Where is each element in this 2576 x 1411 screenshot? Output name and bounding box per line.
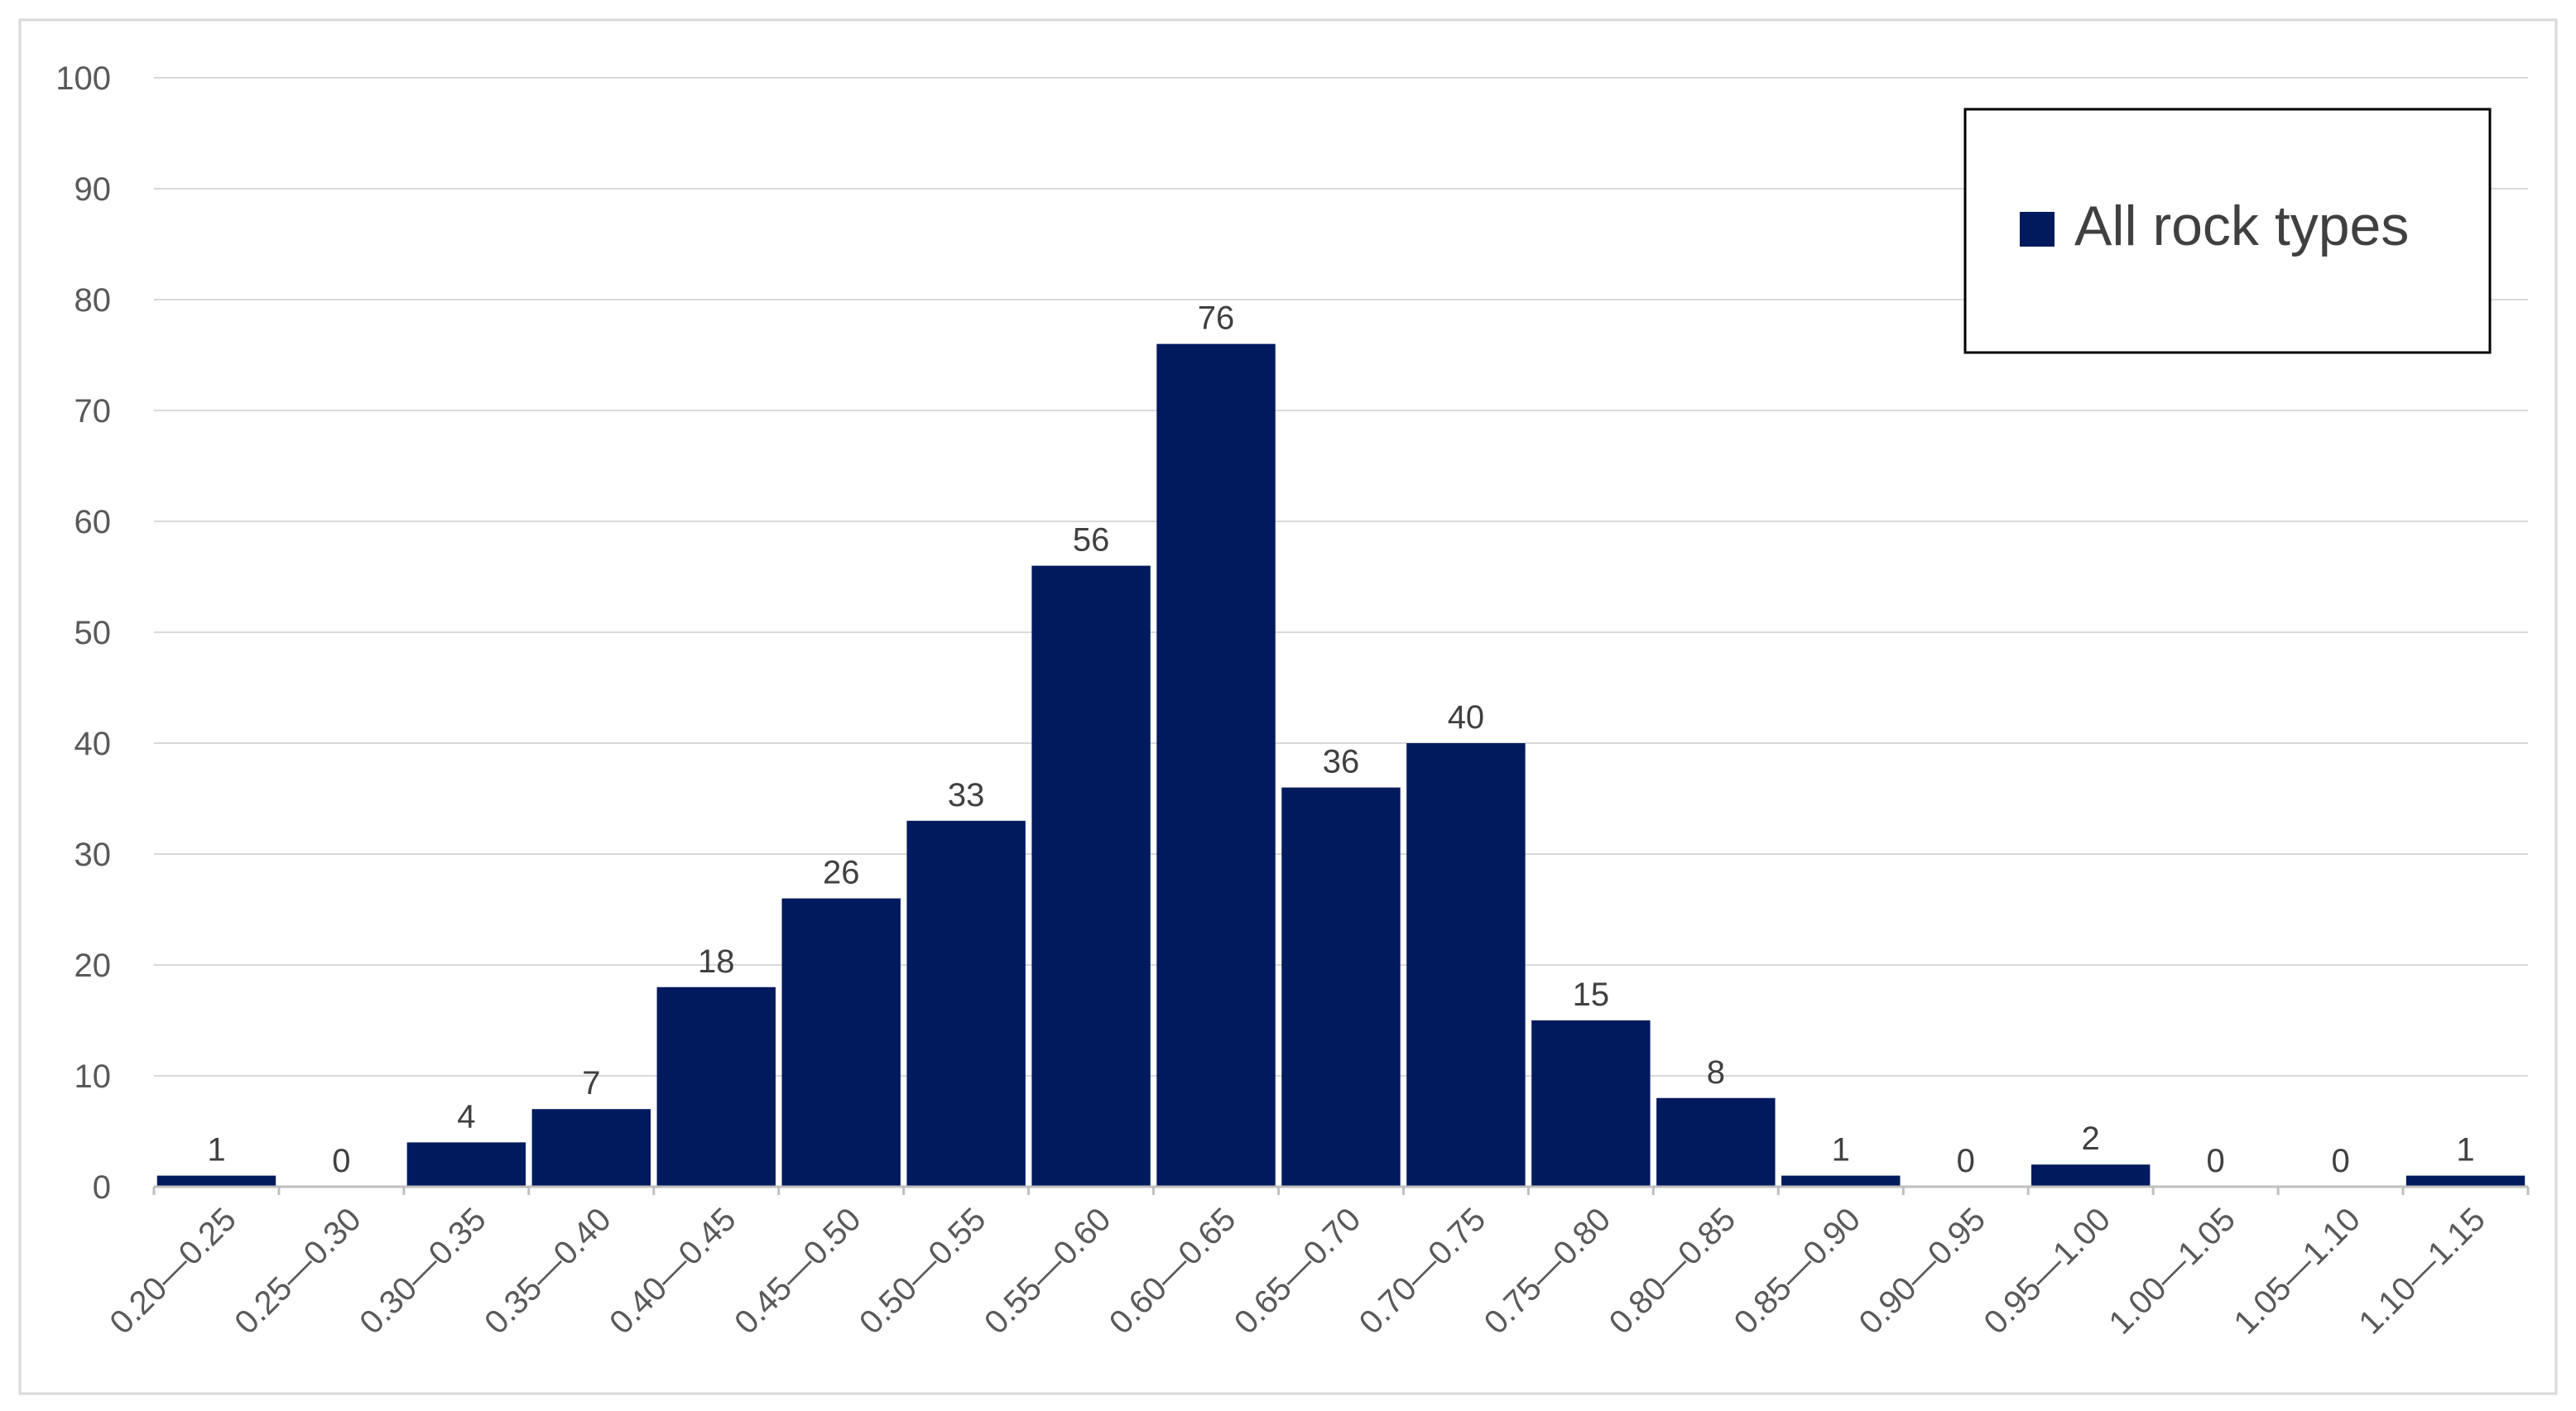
y-tick-label: 0 bbox=[93, 1169, 111, 1206]
bar bbox=[2405, 1175, 2526, 1187]
data-label: 0 bbox=[1957, 1143, 1975, 1179]
data-labels: 1 0 4 7 18 26 33 56 76 36 40 15 8 1 0 2 0 0 1 bbox=[207, 300, 2474, 1179]
data-label: 2 bbox=[2082, 1121, 2100, 1157]
data-label: 56 bbox=[1073, 522, 1110, 559]
data-label: 76 bbox=[1198, 300, 1235, 337]
y-tick-label: 60 bbox=[74, 504, 112, 540]
data-label: 8 bbox=[1707, 1054, 1725, 1091]
legend: All rock types bbox=[1963, 108, 2492, 354]
bar bbox=[1406, 743, 1526, 1187]
y-tick-label: 100 bbox=[55, 60, 111, 97]
bar bbox=[406, 1142, 526, 1187]
data-label: 4 bbox=[457, 1098, 475, 1135]
data-label: 15 bbox=[1573, 977, 1610, 1013]
y-tick-label: 50 bbox=[74, 615, 112, 651]
bar bbox=[2031, 1164, 2151, 1187]
bar bbox=[1781, 1175, 1901, 1187]
bar bbox=[1031, 565, 1151, 1187]
data-label: 0 bbox=[332, 1143, 350, 1179]
data-label: 1 bbox=[207, 1132, 225, 1169]
data-label: 0 bbox=[2207, 1143, 2225, 1179]
bar bbox=[656, 986, 776, 1187]
bars bbox=[156, 343, 2526, 1188]
bar bbox=[781, 898, 901, 1187]
data-label: 18 bbox=[698, 943, 735, 980]
bar bbox=[1656, 1097, 1776, 1187]
legend-label: All rock types bbox=[2074, 194, 2409, 257]
y-tick-label: 40 bbox=[74, 726, 112, 762]
data-label: 0 bbox=[2331, 1143, 2349, 1179]
y-tick-label: 20 bbox=[74, 948, 112, 984]
gridlines bbox=[154, 77, 2528, 1077]
bar bbox=[1281, 787, 1401, 1187]
data-label: 40 bbox=[1448, 699, 1485, 736]
bar bbox=[1156, 343, 1276, 1188]
data-label: 1 bbox=[2456, 1132, 2474, 1169]
data-label: 7 bbox=[582, 1065, 600, 1101]
data-label: 26 bbox=[823, 855, 860, 891]
bar bbox=[1531, 1020, 1651, 1187]
bar bbox=[906, 820, 1026, 1187]
bar bbox=[156, 1175, 276, 1187]
data-label: 1 bbox=[1832, 1132, 1850, 1169]
y-tick-label: 70 bbox=[74, 393, 112, 430]
data-label: 33 bbox=[948, 777, 985, 813]
y-tick-label: 30 bbox=[74, 837, 112, 873]
y-tick-label: 80 bbox=[74, 282, 112, 319]
y-tick-label: 90 bbox=[74, 171, 112, 208]
legend-swatch bbox=[2020, 212, 2055, 247]
bar bbox=[531, 1109, 651, 1187]
data-label: 36 bbox=[1323, 744, 1360, 780]
y-tick-label: 10 bbox=[74, 1058, 112, 1095]
